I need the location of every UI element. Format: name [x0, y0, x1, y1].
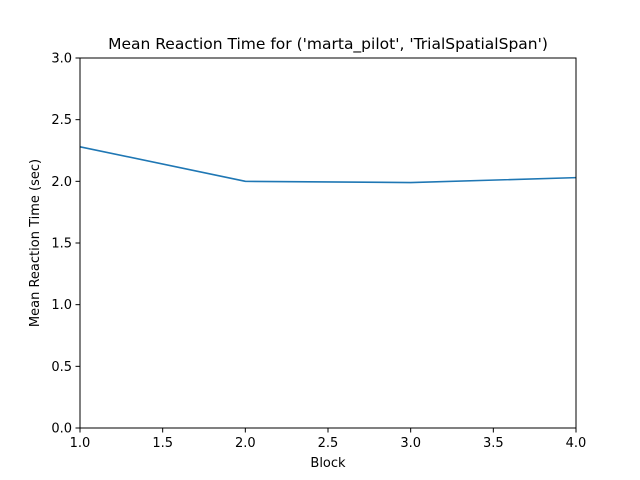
series-line — [79, 146, 577, 184]
x-tick-label: 1.0 — [70, 436, 91, 451]
x-tick-label: 2.5 — [318, 436, 339, 451]
x-tick-label: 3.5 — [483, 436, 504, 451]
x-tick-label: 4.0 — [566, 436, 587, 451]
x-tick-label: 1.5 — [152, 436, 173, 451]
y-tick-label: 0.5 — [51, 360, 72, 375]
x-tick-label: 3.0 — [400, 436, 421, 451]
y-tick-label: 1.5 — [51, 237, 72, 252]
y-tick-label: 0.0 — [51, 422, 72, 437]
y-tick-label: 2.5 — [51, 113, 72, 128]
plot-area — [80, 58, 576, 428]
chart-title: Mean Reaction Time for ('marta_pilot', '… — [108, 35, 548, 54]
series-layer — [79, 146, 577, 184]
y-axis: 0.0 0.5 1.0 1.5 2.0 2.5 3.0 — [51, 52, 80, 437]
y-axis-label: Mean Reaction Time (sec) — [28, 159, 43, 327]
x-tick-label: 2.0 — [235, 436, 256, 451]
y-tick-label: 2.0 — [51, 175, 72, 190]
x-axis: 1.0 1.5 2.0 2.5 3.0 3.5 4.0 — [70, 428, 587, 451]
x-axis-label: Block — [310, 456, 346, 471]
y-tick-label: 1.0 — [51, 298, 72, 313]
y-tick-label: 3.0 — [51, 52, 72, 67]
